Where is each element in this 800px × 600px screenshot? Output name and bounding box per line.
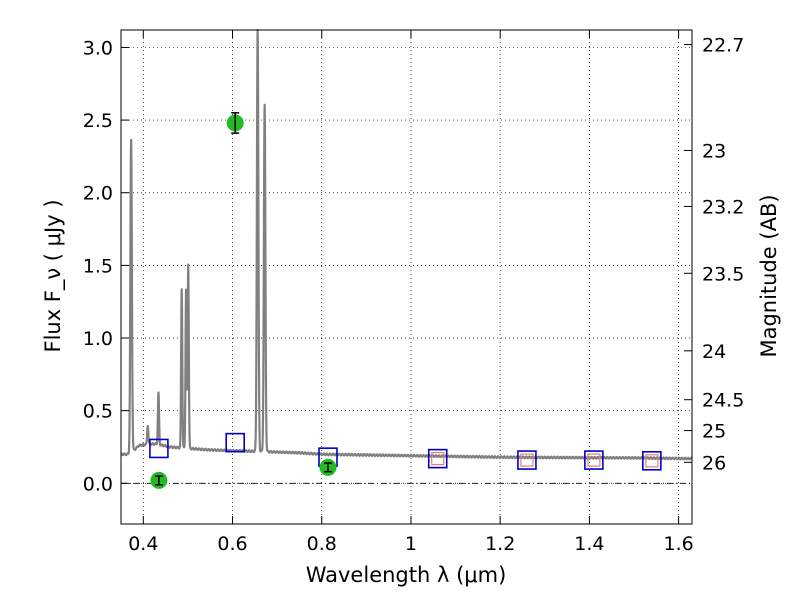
model-point-inner [645, 454, 659, 468]
y-tick-label: 1.0 [83, 328, 113, 350]
ticks-layer [121, 30, 692, 524]
y-tick-label: 0.0 [83, 473, 113, 495]
model-point-inner [587, 453, 601, 467]
tick-labels-layer: 0.4 0.6 0.8 1 1.2 1.4 1.6 0.0 0.5 1.0 1.5 2.0 2.5 3.0… [83, 35, 745, 555]
right-tick-label: 22.7 [702, 35, 744, 57]
x-tick-label: 1.6 [664, 533, 694, 555]
y-tick-label: 1.5 [83, 255, 113, 277]
right-tick-label: 23.5 [702, 263, 744, 285]
right-tick-label: 26 [702, 452, 726, 474]
right-tick-label: 24.5 [702, 390, 744, 412]
model-points-layer [149, 432, 662, 471]
x-tick-label: 0.6 [217, 533, 247, 555]
y-tick-label: 2.0 [83, 183, 113, 205]
model-point [642, 450, 662, 471]
model-point [517, 450, 537, 470]
y-tick-label: 2.5 [83, 110, 113, 132]
model-point-inner [520, 453, 534, 467]
x-tick-label: 1.2 [485, 533, 515, 555]
model-point [149, 438, 169, 459]
y-axis-label: Flux F_ν ( μJy ) [41, 199, 66, 352]
x-tick-label: 1.4 [574, 533, 604, 555]
model-point [225, 432, 245, 453]
observed-points-layer [150, 112, 337, 489]
model-point [427, 448, 448, 469]
right-tick-label: 23.2 [702, 196, 744, 218]
model-point [584, 450, 604, 470]
y-tick-label: 0.5 [83, 401, 113, 423]
plot-frame [120, 29, 693, 525]
model-point-inner [431, 452, 445, 466]
right-tick-label: 24 [702, 341, 726, 363]
right-tick-label: 25 [702, 421, 726, 443]
y-tick-label: 3.0 [83, 37, 113, 59]
spectrum-layer [120, 28, 693, 461]
right-tick-label: 23 [702, 140, 726, 162]
x-tick-label: 0.4 [128, 533, 158, 555]
x-tick-label: 1 [405, 533, 417, 555]
right-axis-label: Magnitude (AB) [757, 194, 781, 357]
spectrum-line [120, 28, 693, 461]
x-axis-label: Wavelength λ (μm) [306, 563, 507, 587]
x-tick-label: 0.8 [307, 533, 337, 555]
